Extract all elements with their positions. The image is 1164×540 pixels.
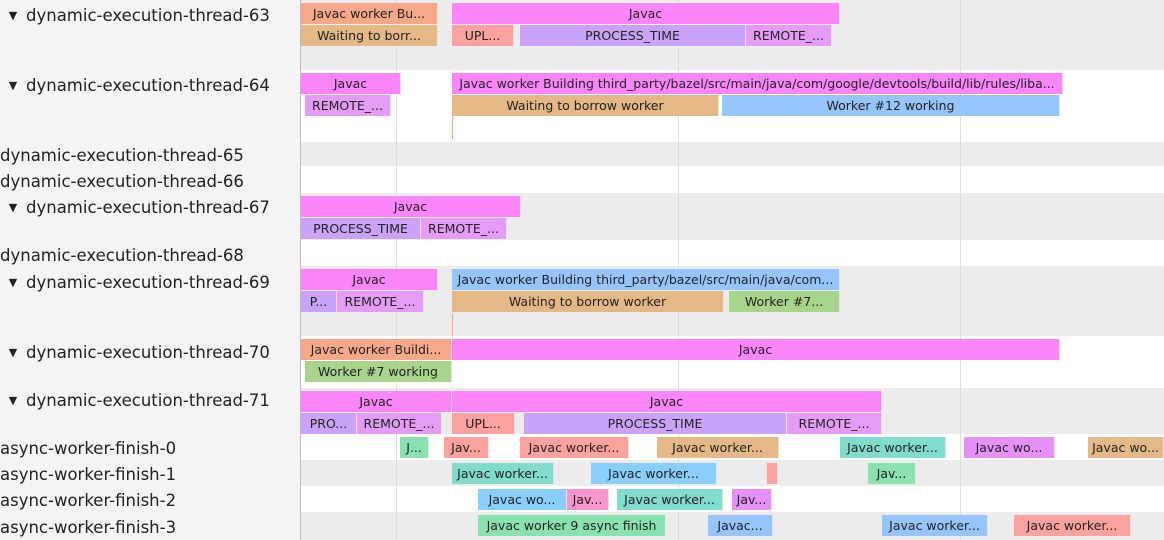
track-name: async-worker-finish-2 <box>0 490 177 510</box>
track-row[interactable] <box>301 166 1164 193</box>
track-name: async-worker-finish-1 <box>0 464 177 484</box>
trace-slice[interactable]: Javac <box>301 391 452 412</box>
trace-slice[interactable]: Javac worker... <box>840 437 946 458</box>
track-name: dynamic-execution-thread-63 <box>26 5 270 25</box>
trace-slice[interactable]: Javac worker... <box>591 463 717 484</box>
track-name: dynamic-execution-thread-65 <box>0 145 244 165</box>
trace-slice[interactable]: J... <box>400 437 429 458</box>
trace-slice[interactable]: Worker #12 working <box>722 95 1060 116</box>
timeline-tracks[interactable]: Javac worker Bu... Javac Waiting to borr..… <box>301 0 1164 540</box>
track-name: dynamic-execution-thread-67 <box>26 197 270 217</box>
instant-marker <box>452 314 453 336</box>
track-name: dynamic-execution-thread-69 <box>26 272 270 292</box>
trace-slice[interactable]: Worker #7... <box>729 291 840 312</box>
track-name: dynamic-execution-thread-64 <box>26 75 270 95</box>
trace-slice[interactable]: UPL... <box>452 413 515 434</box>
trace-slice[interactable]: Javac <box>301 269 438 290</box>
trace-slice[interactable]: Jav... <box>868 463 916 484</box>
trace-slice[interactable]: Javac worker... <box>452 463 554 484</box>
trace-slice[interactable]: Javac worker... <box>520 437 629 458</box>
trace-slice[interactable]: REMOTE_... <box>305 95 391 116</box>
trace-slice[interactable]: Javac worker... <box>617 489 723 510</box>
track-label[interactable]: dynamic-execution-thread-65 <box>0 144 244 166</box>
track-name: async-worker-finish-0 <box>0 438 177 458</box>
trace-slice[interactable]: UPL... <box>452 25 514 46</box>
trace-slice[interactable]: Jav... <box>567 489 609 510</box>
track-label[interactable]: ▼ dynamic-execution-thread-71 <box>0 389 270 411</box>
trace-slice[interactable]: REMOTE_... <box>746 25 832 46</box>
trace-slice[interactable]: Javac wo... <box>1088 437 1164 458</box>
trace-slice[interactable]: REMOTE_... <box>357 413 442 434</box>
trace-slice[interactable]: REMOTE_... <box>337 291 424 312</box>
track-label[interactable]: ▼ dynamic-execution-thread-69 <box>0 271 270 293</box>
track-labels-panel: ▼ dynamic-execution-thread-63 ▼ dynamic-exe… <box>0 0 301 540</box>
track-label[interactable]: ▼ dynamic-execution-thread-67 <box>0 196 270 218</box>
trace-slice[interactable]: Jav... <box>732 489 772 510</box>
track-label[interactable]: async-worker-finish-3 <box>0 516 176 538</box>
trace-slice[interactable]: Javac... <box>708 515 773 536</box>
trace-slice[interactable]: Javac worker Building third_party/bazel/… <box>452 73 1063 94</box>
collapse-chevron-icon[interactable]: ▼ <box>8 8 18 22</box>
track-label[interactable]: ▼ dynamic-execution-thread-70 <box>0 341 270 363</box>
trace-slice[interactable]: PRO... <box>301 413 357 434</box>
trace-slice[interactable]: Javac wo... <box>478 489 567 510</box>
trace-slice[interactable]: Javac worker... <box>1014 515 1131 536</box>
track-label[interactable]: dynamic-execution-thread-66 <box>0 170 244 192</box>
track-name: dynamic-execution-thread-66 <box>0 171 244 191</box>
trace-slice[interactable]: Javac worker Buildi... <box>301 339 452 360</box>
trace-slice[interactable]: PROCESS_TIME <box>301 218 421 239</box>
track-row[interactable] <box>301 460 1164 486</box>
trace-slice[interactable] <box>767 463 778 484</box>
instant-marker <box>452 116 453 139</box>
track-label[interactable]: ▼ dynamic-execution-thread-64 <box>0 74 270 96</box>
collapse-chevron-icon[interactable]: ▼ <box>8 78 18 92</box>
trace-slice[interactable]: Waiting to borrow worker <box>452 95 719 116</box>
trace-slice[interactable]: Javac <box>452 3 840 24</box>
collapse-chevron-icon[interactable]: ▼ <box>8 345 18 359</box>
trace-slice[interactable]: Javac wo... <box>964 437 1055 458</box>
trace-slice[interactable]: Javac worker... <box>657 437 779 458</box>
track-name: dynamic-execution-thread-68 <box>0 245 244 265</box>
track-label[interactable]: async-worker-finish-0 <box>0 437 176 459</box>
trace-slice[interactable]: Waiting to borrow worker <box>452 291 724 312</box>
track-label[interactable]: async-worker-finish-1 <box>0 463 176 485</box>
trace-slice[interactable]: Javac worker Building third_party/bazel/… <box>452 269 840 290</box>
trace-slice[interactable]: REMOTE_... <box>421 218 507 239</box>
trace-slice[interactable]: Javac <box>301 73 401 94</box>
collapse-chevron-icon[interactable]: ▼ <box>8 200 18 214</box>
track-label[interactable]: async-worker-finish-2 <box>0 489 176 511</box>
trace-slice[interactable]: REMOTE_... <box>787 413 882 434</box>
track-label[interactable]: ▼ dynamic-execution-thread-63 <box>0 4 270 26</box>
trace-slice[interactable]: Javac <box>452 339 1060 360</box>
trace-slice[interactable]: Javac <box>452 391 882 412</box>
track-label[interactable]: dynamic-execution-thread-68 <box>0 244 244 266</box>
trace-slice[interactable]: PROCESS_TIME <box>524 413 787 434</box>
trace-slice[interactable]: P... <box>301 291 337 312</box>
trace-slice[interactable]: PROCESS_TIME <box>520 25 746 46</box>
track-row[interactable] <box>301 142 1164 166</box>
gridline <box>960 0 961 540</box>
trace-slice[interactable]: Javac worker... <box>882 515 988 536</box>
collapse-chevron-icon[interactable]: ▼ <box>8 275 18 289</box>
trace-slice[interactable]: Worker #7 working <box>305 361 452 382</box>
track-row[interactable] <box>301 240 1164 266</box>
trace-slice[interactable]: Jav... <box>444 437 489 458</box>
trace-slice[interactable]: Javac worker 9 async finish <box>478 515 666 536</box>
track-name: async-worker-finish-3 <box>0 517 177 537</box>
trace-slice[interactable]: Waiting to borr... <box>301 25 438 46</box>
track-name: dynamic-execution-thread-71 <box>26 390 270 410</box>
track-name: dynamic-execution-thread-70 <box>26 342 270 362</box>
trace-slice[interactable]: Javac <box>301 196 521 217</box>
trace-slice[interactable]: Javac worker Bu... <box>301 3 438 24</box>
collapse-chevron-icon[interactable]: ▼ <box>8 393 18 407</box>
